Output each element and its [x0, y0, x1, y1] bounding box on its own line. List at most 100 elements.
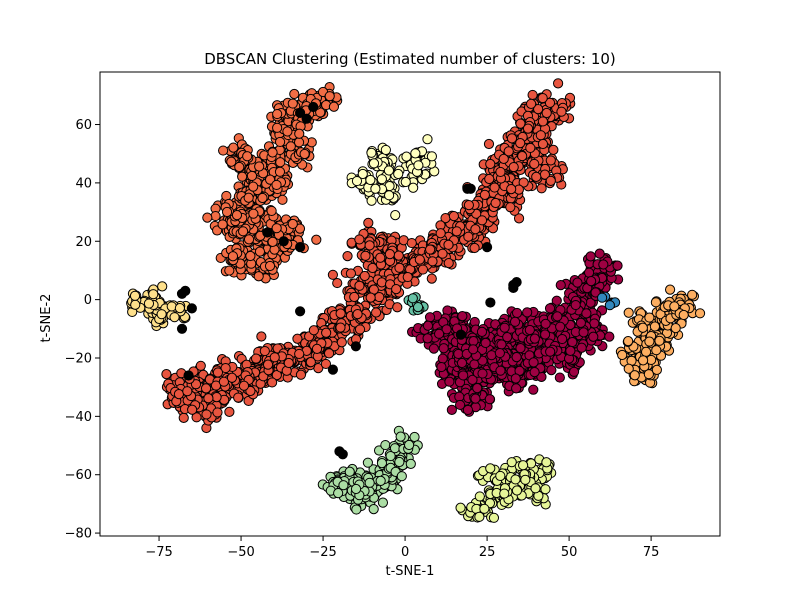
- cluster-1-point: [406, 237, 417, 249]
- y-tick-label: −60: [65, 468, 92, 483]
- cluster-1-point: [182, 386, 193, 397]
- y-tick-label: −20: [65, 351, 92, 366]
- cluster-1-point: [541, 107, 552, 119]
- cluster-7-point: [394, 456, 405, 468]
- cluster-2-point: [228, 142, 239, 153]
- cluster-1-point: [308, 325, 319, 336]
- cluster-1-point: [417, 264, 429, 275]
- cluster-8-point: [506, 457, 517, 468]
- cluster-2-point: [271, 223, 282, 234]
- cluster-3-point: [551, 295, 562, 306]
- cluster-3-point: [540, 318, 551, 329]
- cluster-3-point: [476, 326, 488, 337]
- cluster-1-point: [529, 158, 540, 170]
- cluster-1-point: [376, 277, 387, 288]
- cluster-5-point: [638, 355, 649, 366]
- cluster-5-point: [654, 335, 665, 346]
- cluster-3-point: [437, 353, 448, 364]
- cluster-2-point: [272, 108, 283, 120]
- cluster-3-point: [552, 311, 563, 322]
- cluster-1-point: [360, 250, 371, 261]
- cluster-1-point: [345, 268, 357, 279]
- cluster-4-point: [174, 302, 185, 314]
- noise-point: [485, 297, 496, 308]
- cluster-3-point: [565, 345, 576, 356]
- points-layer: [126, 78, 706, 523]
- cluster-2-point: [311, 234, 322, 245]
- cluster-3-point: [499, 322, 510, 333]
- cluster-3-point: [480, 337, 491, 349]
- cluster-3-point: [511, 352, 522, 363]
- cluster-5-point: [649, 321, 661, 332]
- cluster-6-point: [383, 165, 395, 176]
- cluster-4-point: [169, 312, 180, 323]
- cluster-5-point: [651, 345, 662, 356]
- cluster-1-point: [537, 138, 549, 150]
- cluster-8-point: [474, 511, 485, 522]
- cluster-2-point: [267, 147, 278, 158]
- noise-point: [308, 101, 319, 113]
- cluster-1-point: [187, 404, 198, 415]
- cluster-1-point: [503, 146, 514, 157]
- cluster-1-point: [463, 231, 474, 242]
- cluster-3-point: [436, 361, 447, 373]
- cluster-1-point: [545, 155, 556, 166]
- cluster-3-point: [495, 365, 506, 376]
- cluster-6-point: [380, 144, 391, 156]
- cluster-2-point: [277, 194, 288, 205]
- cluster-3-point: [428, 343, 439, 354]
- cluster-1-point: [321, 327, 332, 338]
- cluster-4-point: [129, 290, 141, 301]
- cluster-3-point: [446, 404, 457, 415]
- cluster-8-point: [499, 488, 510, 499]
- cluster-3-point: [598, 259, 609, 270]
- cluster-6-point: [422, 134, 433, 145]
- cluster-3-point: [576, 342, 587, 353]
- cluster-1-point: [402, 271, 413, 283]
- cluster-1-point: [195, 360, 206, 371]
- cluster-1-point: [233, 392, 244, 403]
- cluster-1-point: [508, 161, 519, 173]
- cluster-1-point: [364, 240, 375, 251]
- cluster-5-point: [637, 322, 648, 333]
- cluster-1-point: [485, 158, 496, 170]
- cluster-1-point: [525, 142, 536, 154]
- cluster-2-point: [266, 205, 277, 217]
- noise-point: [295, 241, 306, 253]
- cluster-1-point: [505, 202, 516, 213]
- cluster-7-point: [351, 504, 362, 515]
- cluster-1-point: [425, 244, 436, 255]
- cluster-5-point: [650, 297, 662, 308]
- cluster-2-point: [245, 250, 256, 262]
- y-tick-label: 20: [75, 235, 92, 250]
- cluster-7-point: [368, 504, 379, 515]
- cluster-1-point: [375, 252, 386, 263]
- cluster-3-point: [581, 308, 592, 319]
- cluster-1-point: [269, 352, 280, 363]
- cluster-6-point: [413, 160, 424, 171]
- cluster-3-point: [454, 399, 466, 411]
- noise-point: [301, 113, 312, 124]
- cluster-10-point: [597, 292, 608, 303]
- cluster-1-point: [536, 183, 547, 194]
- cluster-1-point: [256, 331, 267, 342]
- cluster-1-point: [506, 183, 517, 195]
- x-tick-label: 0: [401, 545, 409, 560]
- cluster-6-point: [401, 151, 412, 162]
- cluster-1-point: [201, 409, 212, 420]
- cluster-1-point: [294, 348, 305, 360]
- cluster-1-point: [226, 372, 238, 383]
- cluster-10-point: [604, 300, 615, 311]
- cluster-4-point: [156, 309, 167, 320]
- x-tick-label: −75: [145, 545, 172, 560]
- cluster-1-point: [324, 348, 335, 359]
- cluster-1-point: [479, 189, 490, 200]
- cluster-7-point: [380, 439, 391, 451]
- cluster-6-point: [393, 168, 404, 180]
- cluster-3-point: [457, 311, 468, 322]
- cluster-4-point: [157, 281, 168, 292]
- cluster-5-point: [644, 336, 655, 347]
- cluster-6-point: [426, 151, 437, 162]
- cluster-8-point: [455, 502, 466, 513]
- cluster-2-point: [231, 210, 243, 221]
